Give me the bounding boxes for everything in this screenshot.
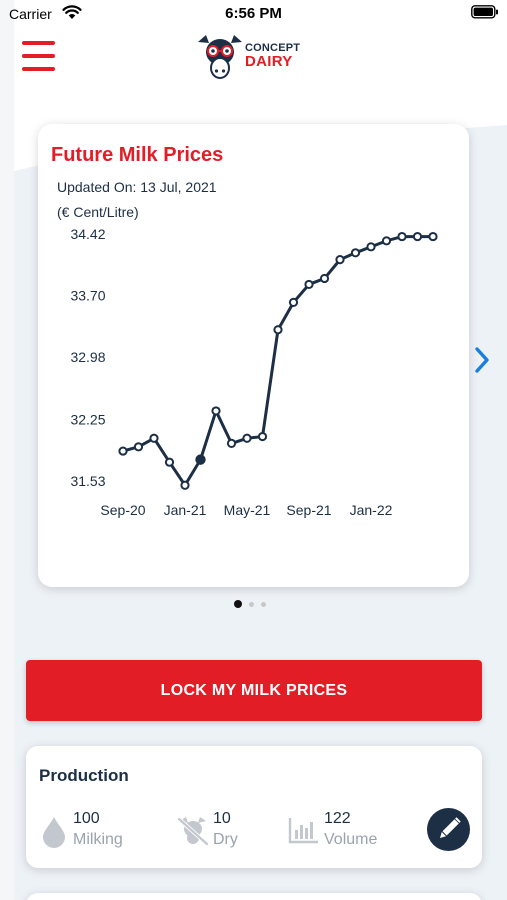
dry-value: 10 xyxy=(213,810,231,827)
data-point[interactable] xyxy=(273,325,283,335)
cow-logo-icon xyxy=(198,35,242,79)
data-point[interactable] xyxy=(226,438,237,448)
volume-value: 122 xyxy=(324,810,351,827)
pager-dot-1[interactable] xyxy=(234,600,242,608)
y-tick-label: 34.42 xyxy=(70,226,105,242)
milk-price-chart: 34.42 33.70 32.98 32.25 31.53 Sep-20 Jan-21 May… xyxy=(70,226,438,518)
data-point[interactable] xyxy=(335,255,345,265)
data-point[interactable] xyxy=(118,446,128,456)
y-tick-label: 33.70 xyxy=(70,288,105,304)
data-point[interactable] xyxy=(381,236,392,246)
data-point[interactable] xyxy=(133,442,144,452)
data-point[interactable] xyxy=(304,279,314,290)
status-bar: Carrier 6:56 PM xyxy=(0,0,507,28)
pager-dot-3[interactable] xyxy=(261,601,266,607)
stat-milking: 100 Milking xyxy=(42,810,152,850)
data-point[interactable] xyxy=(319,273,330,284)
status-time: 6:56 PM xyxy=(225,5,282,22)
data-point[interactable] xyxy=(366,242,376,252)
concept-dairy-logo: CONCEPT DAIRY xyxy=(192,30,312,82)
volume-bars-icon xyxy=(288,818,318,844)
dry-label: Dry xyxy=(213,831,238,848)
y-tick-label: 31.53 xyxy=(70,473,105,489)
data-point[interactable] xyxy=(149,433,159,443)
x-tick-label: May-21 xyxy=(224,502,271,518)
production-card: Production 100 Milking 10 Dry 122 Volume xyxy=(26,746,482,868)
logo-line-dairy: DAIRY xyxy=(245,53,293,70)
x-tick-label: Sep-21 xyxy=(286,502,331,518)
data-point[interactable] xyxy=(412,231,423,242)
data-point[interactable] xyxy=(428,231,438,242)
milking-label: Milking xyxy=(73,831,123,848)
volume-label: Volume xyxy=(324,831,378,848)
data-point[interactable] xyxy=(195,454,206,465)
milk-drop-icon xyxy=(43,817,65,848)
milking-value: 100 xyxy=(73,810,100,827)
production-title: Production xyxy=(39,766,129,785)
hamburger-menu-icon[interactable] xyxy=(22,41,55,71)
data-point[interactable] xyxy=(397,231,407,242)
future-milk-prices-card[interactable]: 34.42 33.70 32.98 32.25 31.53 Sep-20 Jan-21 May… xyxy=(38,124,469,587)
chart-title: Future Milk Prices xyxy=(51,144,224,166)
y-tick-label: 32.25 xyxy=(70,411,105,427)
data-point[interactable] xyxy=(211,406,221,416)
price-series-line xyxy=(122,235,433,487)
data-point[interactable] xyxy=(288,297,299,307)
battery-icon xyxy=(471,5,498,19)
stat-dry: 10 Dry xyxy=(176,810,276,850)
stat-volume: 122 Volume xyxy=(288,810,408,850)
dry-cow-icon xyxy=(177,817,209,846)
data-point[interactable] xyxy=(242,433,252,443)
carousel-pager[interactable] xyxy=(234,599,266,609)
x-tick-label: Sep-20 xyxy=(100,502,145,518)
edit-production-button[interactable] xyxy=(427,808,470,851)
pencil-icon xyxy=(440,817,461,838)
logo-line-concept: CONCEPT xyxy=(245,42,301,54)
chart-unit-label: (€ Cent/Litre) xyxy=(57,204,139,220)
chevron-right-icon[interactable] xyxy=(471,344,493,376)
wifi-icon xyxy=(62,5,82,19)
data-point[interactable] xyxy=(350,248,361,258)
data-point[interactable] xyxy=(180,480,190,490)
data-point[interactable] xyxy=(164,457,175,467)
y-tick-label: 32.98 xyxy=(70,349,105,365)
chart-updated-date: Updated On: 13 Jul, 2021 xyxy=(57,179,217,195)
carrier-label: Carrier xyxy=(9,6,52,22)
x-tick-label: Jan-22 xyxy=(350,502,393,518)
x-tick-label: Jan-21 xyxy=(164,502,207,518)
pager-dot-2[interactable] xyxy=(249,601,254,607)
lock-milk-prices-button[interactable]: LOCK MY MILK PRICES xyxy=(26,660,482,721)
app-header: CONCEPT DAIRY xyxy=(0,28,507,88)
data-point[interactable] xyxy=(257,431,268,442)
next-card xyxy=(26,893,482,900)
